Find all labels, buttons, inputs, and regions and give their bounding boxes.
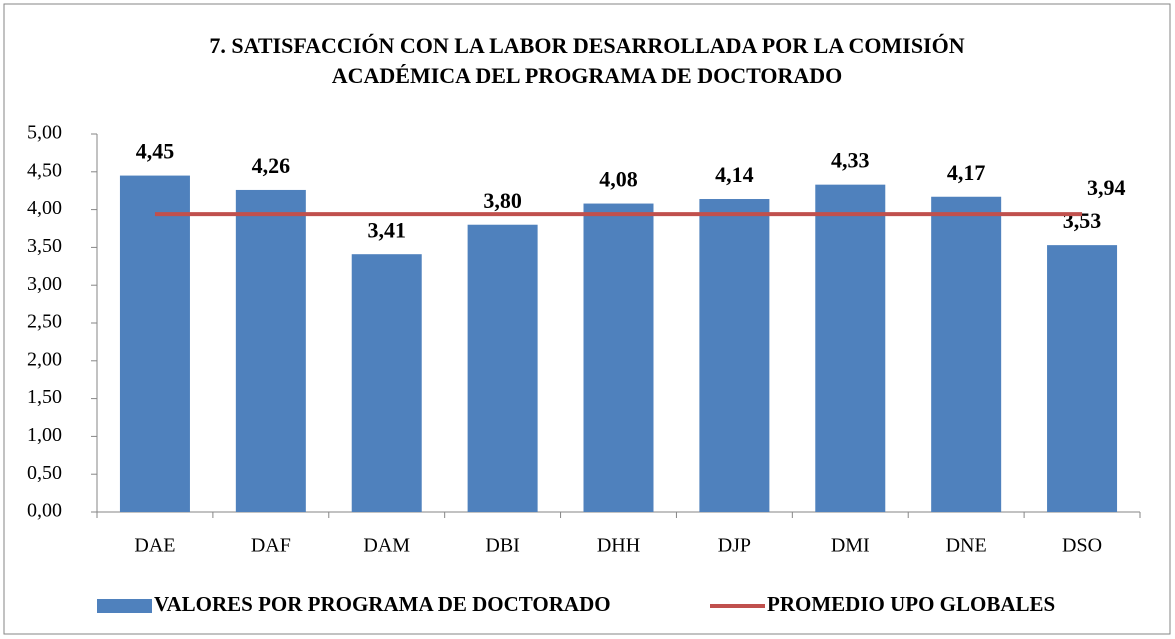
x-tick-label: DAM [363,535,410,557]
x-tick-label: DAF [251,535,291,557]
data-label: 3,80 [483,188,522,213]
y-tick-label: 3,50 [27,235,62,257]
chart-title: 7. SATISFACCIÓN CON LA LABOR DESARROLLAD… [209,33,964,58]
x-tick-label: DMI [831,535,870,557]
y-tick-label: 0,00 [27,500,62,522]
data-label: 4,17 [947,160,986,185]
bar [351,254,422,513]
chart-title: ACADÉMICA DEL PROGRAMA DE DOCTORADO [332,63,843,88]
bar [235,189,306,512]
data-label: 3,53 [1063,208,1102,233]
y-tick-label: 3,00 [27,273,62,295]
data-label: 4,14 [715,162,754,187]
y-tick-label: 0,50 [27,462,62,484]
y-tick-label: 4,50 [27,159,62,181]
data-label: 4,33 [831,148,870,173]
bar [467,224,538,512]
bar [699,199,770,513]
bar [119,175,190,512]
bar [815,184,886,513]
x-tick-label: DJP [718,535,751,557]
x-tick-label: DSO [1062,535,1102,557]
bar [583,203,654,512]
y-tick-label: 1,50 [27,386,62,408]
bar [1047,245,1118,512]
data-label: 4,45 [136,139,175,164]
data-label: 3,94 [1087,175,1126,200]
y-tick-label: 2,00 [27,348,62,370]
bar [931,196,1002,513]
x-tick-label: DBI [485,535,519,557]
legend-label: VALORES POR PROGRAMA DE DOCTORADO [154,592,611,616]
x-tick-label: DNE [946,535,987,557]
data-label: 4,26 [252,153,291,178]
data-label: 3,41 [367,217,406,242]
y-tick-label: 4,00 [27,197,62,219]
y-tick-label: 2,50 [27,311,62,333]
x-tick-label: DHH [597,535,640,557]
x-tick-label: DAE [134,535,175,557]
y-tick-label: 5,00 [27,122,62,144]
legend-marker [97,599,152,613]
legend-label: PROMEDIO UPO GLOBALES [767,592,1055,616]
y-tick-label: 1,00 [27,424,62,446]
data-label: 4,08 [599,167,638,192]
